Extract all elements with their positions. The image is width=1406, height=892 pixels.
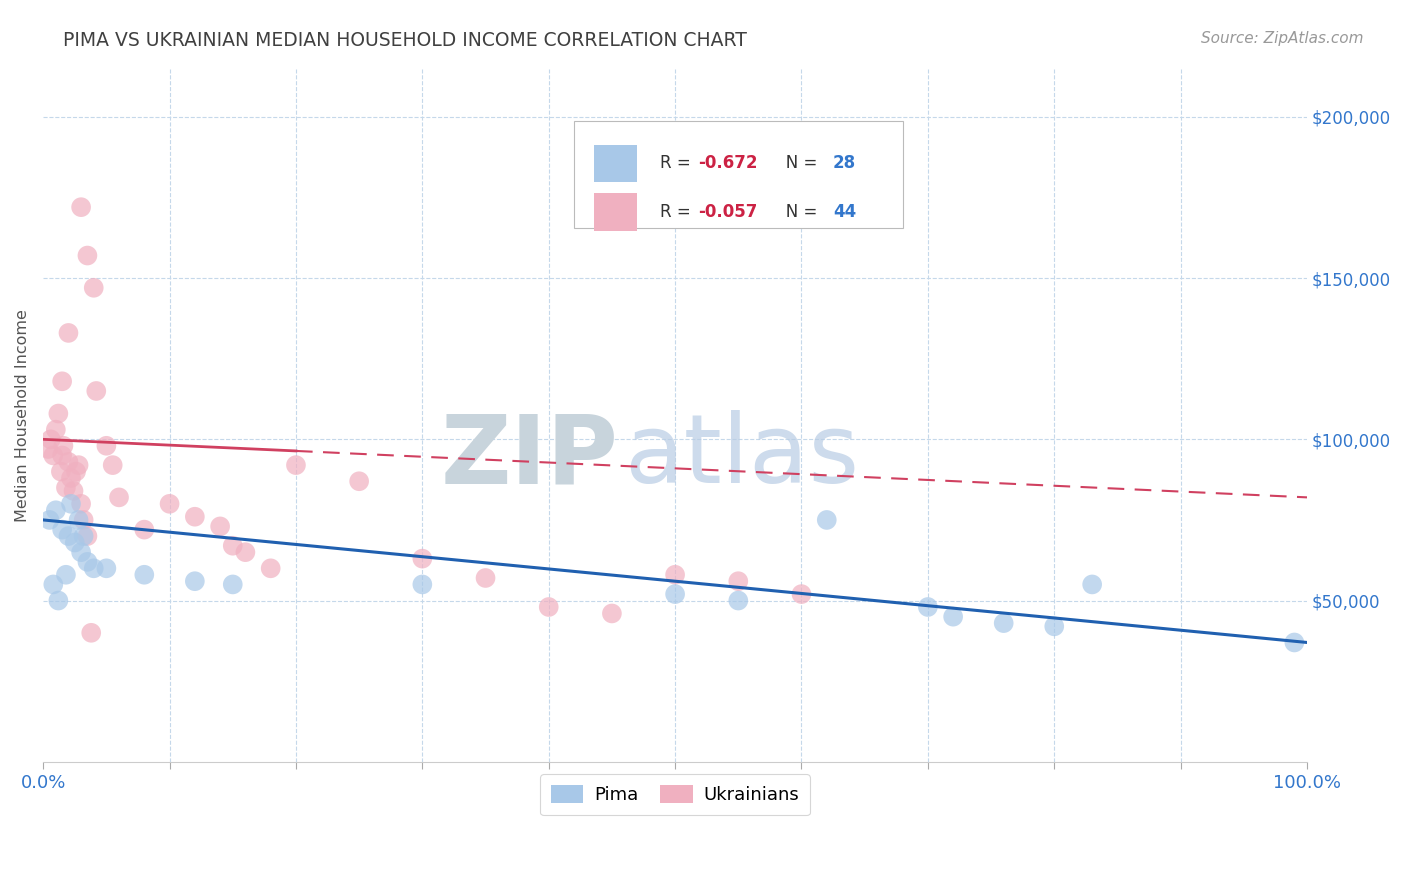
Point: [39, 433, 62, 447]
Text: R =: R =: [659, 154, 696, 172]
Point: [664, 587, 686, 601]
Point: [51, 374, 73, 388]
Point: [222, 577, 245, 591]
Point: [1081, 577, 1104, 591]
Point: [474, 571, 496, 585]
Point: [184, 509, 207, 524]
Point: [65, 465, 87, 479]
Point: [108, 491, 131, 505]
Point: [59, 497, 82, 511]
Text: -0.672: -0.672: [697, 154, 758, 172]
Point: [67, 458, 90, 472]
FancyBboxPatch shape: [595, 194, 637, 230]
Point: [260, 561, 283, 575]
Point: [993, 616, 1015, 631]
Point: [790, 587, 813, 601]
Text: Source: ZipAtlas.com: Source: ZipAtlas.com: [1201, 31, 1364, 46]
Point: [96, 561, 118, 575]
Point: [62, 483, 84, 498]
Text: ZIP: ZIP: [440, 410, 619, 503]
Point: [83, 281, 105, 295]
Point: [80, 625, 103, 640]
Point: [55, 481, 77, 495]
Point: [67, 513, 90, 527]
Point: [59, 471, 82, 485]
Point: [45, 423, 67, 437]
Text: N =: N =: [770, 154, 823, 172]
Point: [209, 519, 232, 533]
Point: [537, 599, 560, 614]
Y-axis label: Median Household Income: Median Household Income: [15, 309, 30, 522]
Point: [72, 513, 94, 527]
Point: [101, 458, 124, 472]
Point: [76, 529, 98, 543]
Point: [38, 513, 60, 527]
Point: [48, 407, 70, 421]
Point: [134, 567, 156, 582]
Point: [70, 200, 93, 214]
Text: 28: 28: [834, 154, 856, 172]
Point: [76, 555, 98, 569]
Point: [235, 545, 257, 559]
Point: [1043, 619, 1066, 633]
Text: 44: 44: [834, 202, 856, 221]
Point: [63, 535, 86, 549]
FancyBboxPatch shape: [595, 145, 637, 182]
Point: [58, 529, 80, 543]
Point: [76, 248, 98, 262]
Point: [49, 465, 72, 479]
Point: [96, 439, 118, 453]
Point: [600, 607, 623, 621]
Point: [48, 593, 70, 607]
Point: [411, 551, 433, 566]
Point: [159, 497, 181, 511]
Text: -0.057: -0.057: [697, 202, 758, 221]
Point: [70, 545, 93, 559]
Point: [222, 539, 245, 553]
Point: [284, 458, 307, 472]
Text: PIMA VS UKRAINIAN MEDIAN HOUSEHOLD INCOME CORRELATION CHART: PIMA VS UKRAINIAN MEDIAN HOUSEHOLD INCOM…: [63, 31, 747, 50]
Legend: Pima, Ukrainians: Pima, Ukrainians: [540, 774, 810, 815]
Point: [37, 442, 59, 456]
Point: [411, 577, 433, 591]
Point: [45, 503, 67, 517]
Point: [815, 513, 838, 527]
Text: N =: N =: [770, 202, 823, 221]
Point: [52, 439, 75, 453]
Point: [917, 599, 939, 614]
Point: [942, 609, 965, 624]
Point: [664, 567, 686, 582]
Point: [727, 574, 749, 589]
Point: [51, 523, 73, 537]
Point: [83, 561, 105, 575]
Point: [84, 384, 107, 398]
Point: [134, 523, 156, 537]
Text: R =: R =: [659, 202, 696, 221]
FancyBboxPatch shape: [574, 120, 903, 228]
Point: [58, 326, 80, 340]
Point: [184, 574, 207, 589]
Point: [58, 455, 80, 469]
Point: [1284, 635, 1306, 649]
Point: [72, 529, 94, 543]
Point: [55, 567, 77, 582]
Point: [42, 449, 65, 463]
Point: [42, 577, 65, 591]
Point: [347, 475, 370, 489]
Point: [51, 449, 73, 463]
Text: atlas: atlas: [624, 410, 859, 503]
Point: [70, 497, 93, 511]
Point: [727, 593, 749, 607]
